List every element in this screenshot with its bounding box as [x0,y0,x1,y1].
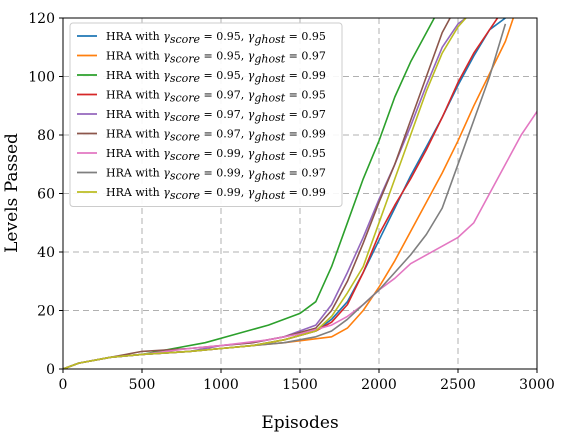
legend-entry: HRA with γscore = 0.99, γghost = 0.99 [77,186,326,202]
legend-entry: HRA with γscore = 0.99, γghost = 0.97 [77,167,326,183]
legend-label: HRA with γscore = 0.97, γghost = 0.95 [106,89,326,105]
series-lines [63,18,537,369]
y-tick-label: 40 [37,245,55,261]
legend-entry: HRA with γscore = 0.97, γghost = 0.97 [77,108,326,124]
legend-label: HRA with γscore = 0.95, γghost = 0.95 [106,30,326,46]
y-axis-label: Levels Passed [2,133,22,253]
x-tick-label: 1000 [203,377,239,393]
legend-entry: HRA with γscore = 0.95, γghost = 0.95 [77,30,326,46]
legend-label: HRA with γscore = 0.99, γghost = 0.97 [106,167,326,183]
x-tick-label: 0 [59,377,68,393]
legend-entry: HRA with γscore = 0.95, γghost = 0.99 [77,69,326,85]
x-tick-label: 3000 [519,377,555,393]
x-tick-label: 2500 [440,377,476,393]
series-line-9 [63,18,467,369]
y-tick-label: 80 [37,128,55,144]
y-tick-label: 100 [28,70,55,86]
legend-label: HRA with γscore = 0.99, γghost = 0.99 [106,186,326,202]
y-tick-label: 0 [46,362,55,378]
legend-entry: HRA with γscore = 0.97, γghost = 0.95 [77,89,326,105]
legend-entry: HRA with γscore = 0.99, γghost = 0.95 [77,147,326,163]
legend-entry: HRA with γscore = 0.95, γghost = 0.97 [77,50,326,66]
legend-label: HRA with γscore = 0.95, γghost = 0.97 [106,50,326,66]
legend: HRA with γscore = 0.95, γghost = 0.95 HRA… [69,22,343,207]
grid-lines [63,18,537,369]
x-tick-label: 1500 [282,377,318,393]
x-tick-label: 2000 [361,377,397,393]
y-tick-label: 60 [37,187,55,203]
x-tick-label: 500 [129,377,156,393]
legend-label: HRA with γscore = 0.99, γghost = 0.95 [106,147,326,163]
legend-label: HRA with γscore = 0.95, γghost = 0.99 [106,69,326,85]
y-tick-label: 20 [37,304,55,320]
axis-ticks: 0 500 1000 1500 2000 2500 3000 0 20 40 60 80 100 120 [28,11,555,393]
legend-entry: HRA with γscore = 0.97, γghost = 0.99 [77,128,326,144]
legend-label: HRA with γscore = 0.97, γghost = 0.97 [106,108,326,124]
series-line-6 [63,18,451,369]
y-tick-label: 120 [28,11,55,27]
legend-label: HRA with γscore = 0.97, γghost = 0.99 [106,128,326,144]
legend-box [69,22,343,207]
x-axis-label: Episodes [261,413,338,433]
